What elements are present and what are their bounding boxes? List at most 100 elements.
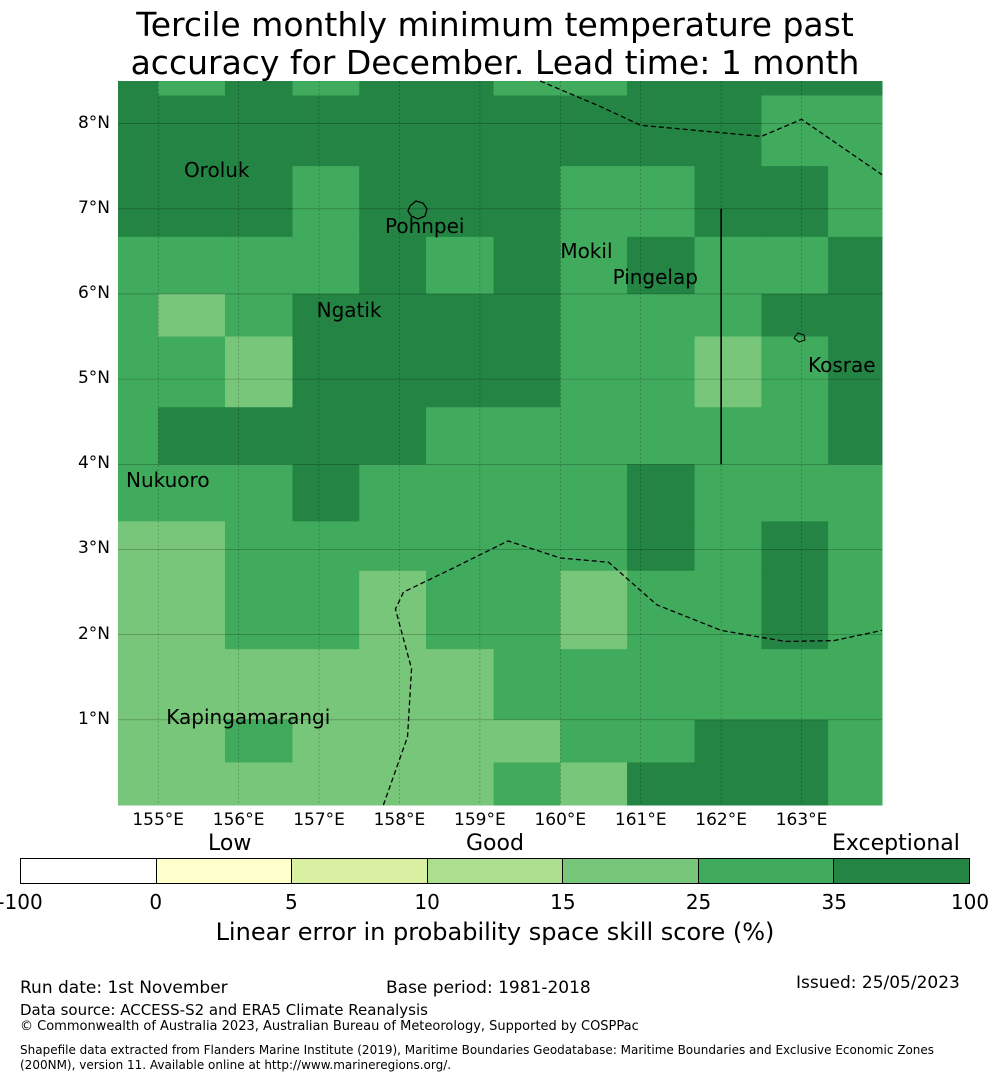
grid-cell [761,407,829,465]
grid-cell [292,293,360,338]
grid-cell [761,236,829,295]
grid-cell [426,570,495,650]
colorbar-segment [21,859,157,883]
grid-cell [359,236,427,295]
grid-cell [560,95,628,167]
lon-tick-label: 156°E [212,810,265,830]
grid-cell [493,336,561,408]
category-exceptional: Exceptional [832,831,960,856]
place-label: Mokil [560,238,613,263]
colorbar-tick-label: 35 [821,890,847,914]
grid-cell [224,236,294,295]
grid-cell [694,81,762,96]
title-line-1: Tercile monthly minimum temperature past [136,5,854,44]
lon-tick-label: 159°E [454,810,506,830]
grid-cell [493,464,561,522]
grid-cell [292,407,360,465]
grid-cell [694,570,762,650]
grid-cell [158,762,226,806]
grid-cell [224,95,294,167]
grid-cell [158,81,226,96]
run-date: Run date: 1st November [20,978,228,998]
lon-tick-label: 160°E [534,810,587,830]
grid-cell [694,236,762,295]
grid-cell [224,570,294,650]
place-label: Nukuoro [126,468,210,493]
eez-boundary-line [539,80,883,176]
category-good: Good [466,831,524,856]
place-label: Pohnpei [384,213,465,238]
grid-cell [828,762,883,806]
grid-cell [426,649,495,721]
grid-cell [828,293,883,338]
grid-cell [426,407,495,465]
grid-cell [158,407,226,465]
grid-cell [493,166,561,238]
grid-cell [493,81,561,96]
grid-cell [292,649,360,721]
data-source: Data source: ACCESS-S2 and ERA5 Climate … [20,1001,428,1019]
grid-cell [224,166,294,238]
grid-cell [560,649,628,721]
grid-cell [426,236,495,295]
grid-cell [627,81,696,96]
lat-tick-label: 1°N [77,708,110,729]
lat-tick-label: 2°N [77,623,110,644]
grid-cell [493,236,561,295]
grid-cell [158,649,226,721]
grid-cell [426,521,495,572]
grid-cell [359,464,427,522]
lon-tick-label: 163°E [775,810,828,830]
pohnpei-island-outline [407,200,428,220]
lat-tick-label: 8°N [77,112,110,133]
grid-cell [761,166,829,238]
grid-cell [158,95,226,167]
grid-cell [426,464,495,522]
eez-boundary-line [382,540,883,806]
grid-cell [828,81,883,96]
title-line-2: accuracy for December. Lead time: 1 mont… [130,43,860,82]
grid-cell [828,719,883,763]
grid-cell [158,293,226,338]
colorbar-tick-label: -100 [0,890,43,914]
grid-cell [426,166,495,238]
base-period: Base period: 1981-2018 [386,978,591,998]
grid-cell [359,649,427,721]
grid-cell [118,649,159,721]
grid-cell [118,570,159,650]
category-low: Low [208,831,252,856]
lat-tick-label: 6°N [77,282,110,303]
grid-cell [426,293,495,338]
grid-cell [292,521,360,572]
grid-cell [158,719,226,763]
grid-cell [627,407,696,465]
place-label: Ngatik [316,298,382,323]
grid-cell [560,336,628,408]
grid-cell [493,570,561,650]
grid-cell [761,570,829,650]
grid-cell [828,95,883,167]
grid-cell [694,95,762,167]
colorbar [20,858,970,884]
grid-cell [158,464,226,522]
grid-cell [359,521,427,572]
grid-cell [292,719,360,763]
grid-cell [761,521,829,572]
colorbar-tick-label: 25 [685,890,712,914]
grid-cell [560,81,628,96]
grid-cell [493,95,561,167]
grid-cell [493,719,561,763]
grid-cell [761,336,829,408]
grid-cell [560,762,628,806]
grid-cell [224,719,294,763]
grid-cell [359,81,427,96]
grid-cell [560,570,628,650]
grid-cell [118,293,159,338]
grid-cell [224,762,294,806]
grid-cell [828,570,883,650]
grid-cell [292,570,360,650]
grid-cell [158,166,226,238]
grid-cell [224,81,294,96]
island-outlines [407,200,806,343]
grid-cell [560,293,628,338]
